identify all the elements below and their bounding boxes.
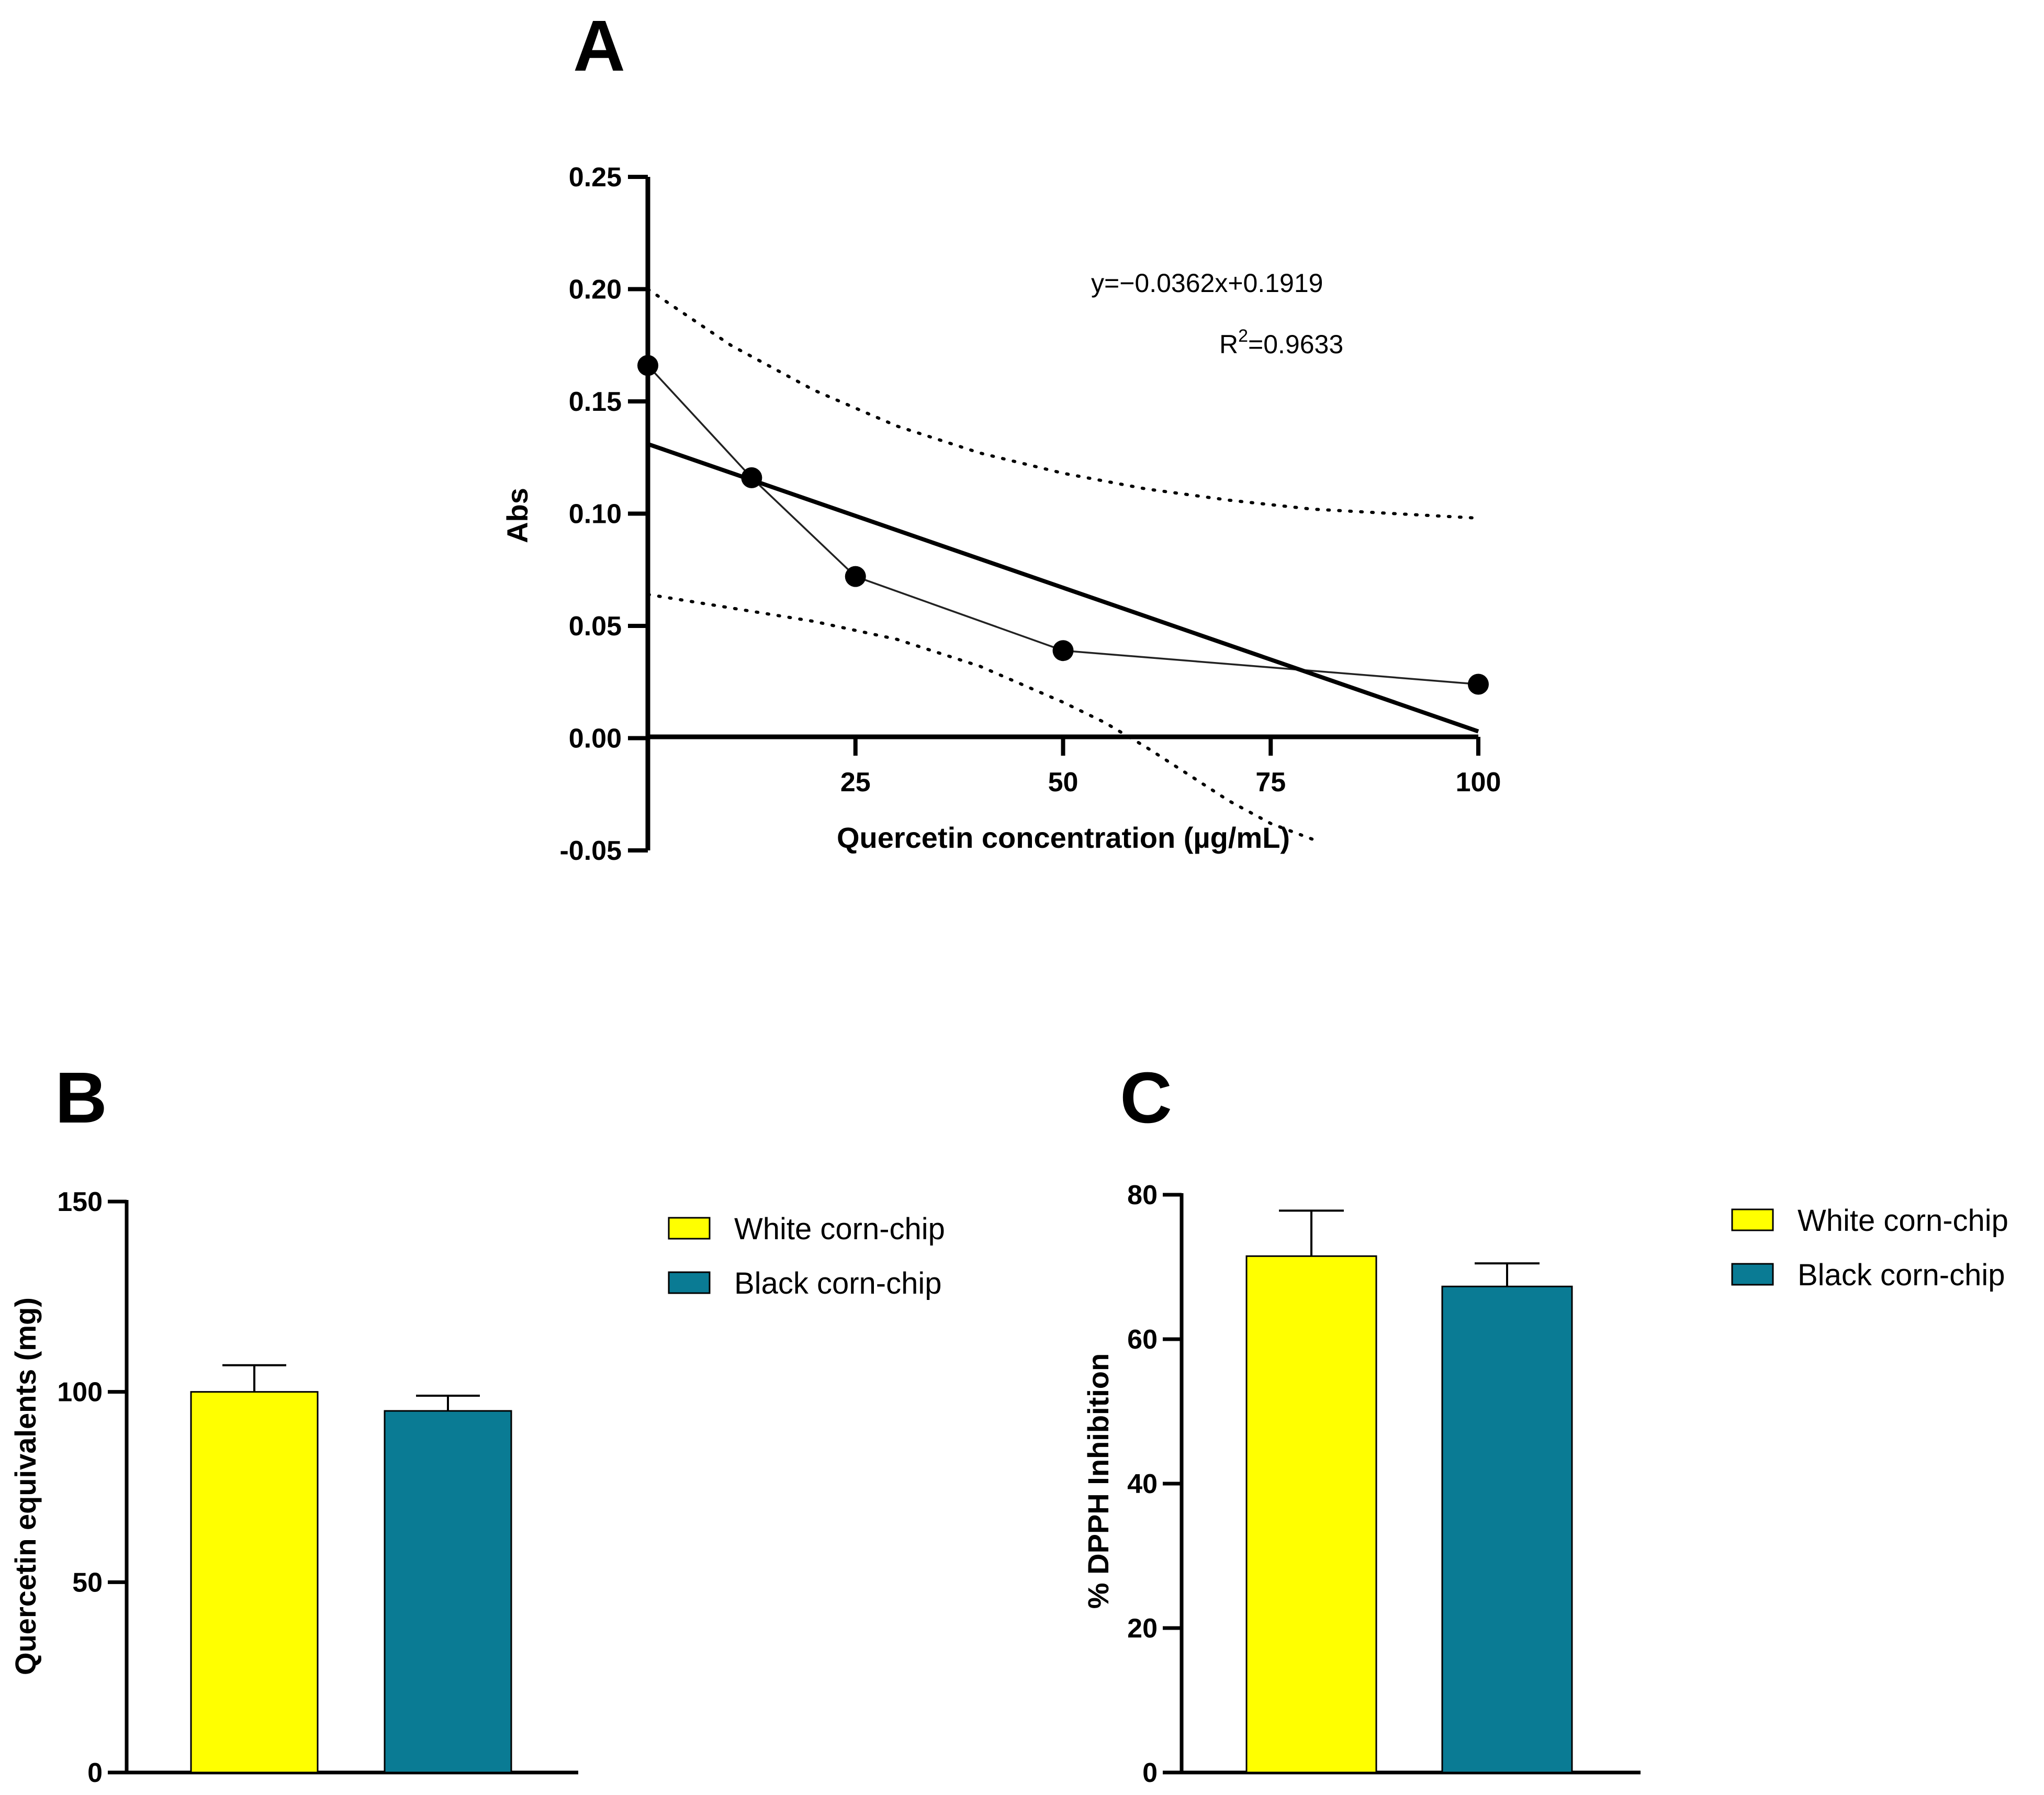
panel-a-x-tick-label: 100 [1456,767,1501,798]
panel-a-r-squared: R2=0.9633 [1219,326,1343,359]
panel-b-bar [190,1391,319,1774]
panel-c-legend-swatch [1731,1208,1774,1231]
panel-c: C 0 20 40 60 80 % DPPH Inhibition White corn… [1082,1058,2008,1788]
panel-a-data-point [1052,640,1074,661]
panel-a: A 0.25 0.20 0.15 0.10 0.05 0.00 -0.05 25 50 75 10… [501,6,1501,866]
panel-b-y-ticks: 0 50 100 150 [57,1187,127,1788]
panel-a-data-point [637,355,658,376]
panel-a-y-tick-label: 0.20 [569,275,622,305]
panel-a-x-tick-label: 25 [840,767,871,798]
panel-a-letter: A [573,6,625,86]
panel-a-data-point [845,566,866,587]
panel-c-legend-label: White corn-chip [1798,1204,2008,1238]
panel-a-data-point [1468,674,1489,695]
panel-c-y-axis-label: % DPPH Inhibition [1082,1353,1115,1609]
panel-c-y-tick-label: 0 [1142,1758,1158,1788]
panel-a-y-ticks: 0.25 0.20 0.15 0.10 0.05 0.00 -0.05 [559,162,648,866]
panel-a-y-tick-label: 0.00 [569,724,622,754]
panel-b-y-tick-label: 100 [57,1377,103,1408]
panel-b-legend-label: White corn-chip [734,1212,945,1246]
panel-a-x-ticks: 25 50 75 100 [840,737,1501,798]
panel-b-bars [190,1364,512,1774]
panel-b-bar [384,1410,512,1774]
panel-a-y-tick-label: -0.05 [559,836,622,866]
panel-c-y-tick-label: 60 [1127,1325,1158,1355]
panel-a-r-value: =0.9633 [1248,330,1343,359]
panel-a-x-tick-label: 50 [1048,767,1079,798]
panel-c-bar [1441,1285,1573,1774]
panel-a-y-axis-label: Abs [501,488,534,543]
panel-b-y-tick-label: 50 [72,1567,103,1598]
panel-a-r-label: R [1219,330,1238,359]
panel-b-legend-label: Black corn-chip [734,1266,941,1300]
panel-c-legend-label: Black corn-chip [1798,1258,2005,1292]
panel-a-y-tick-label: 0.25 [569,162,622,193]
panel-b: B 0 50 100 150 Quercetin equivalents (mg) W… [9,1058,945,1788]
panel-a-r-superscript: 2 [1238,326,1248,346]
panel-c-bars [1245,1209,1573,1774]
panel-c-bar [1245,1255,1377,1774]
panel-c-y-tick-label: 80 [1127,1180,1158,1210]
panel-b-y-tick-label: 150 [57,1187,103,1217]
panel-c-y-tick-label: 20 [1127,1613,1158,1644]
panel-b-legend-swatch [668,1271,711,1294]
panel-a-x-axis-label: Quercetin concentration (µg/mL) [837,821,1290,854]
panel-a-equation: y=−0.0362x+0.1919 [1091,268,1323,298]
panel-b-y-tick-label: 0 [87,1758,103,1788]
panel-c-letter: C [1120,1058,1172,1138]
panel-a-data-line [647,365,1479,686]
panel-a-y-tick-label: 0.05 [569,611,622,642]
panel-b-legend-swatch [668,1217,711,1240]
panel-a-confidence-band [646,287,1480,520]
panel-c-y-ticks: 0 20 40 60 80 [1127,1180,1182,1788]
panel-c-legend: White corn-chip Black corn-chip [1731,1204,2008,1292]
panel-a-y-tick-label: 0.10 [569,499,622,530]
panel-b-y-axis-label: Quercetin equivalents (mg) [9,1297,42,1675]
panel-b-letter: B [55,1058,107,1138]
panel-a-series [637,287,1489,841]
panel-a-fit-line [647,442,1479,734]
panel-c-legend-swatch [1731,1263,1774,1286]
panel-a-y-tick-label: 0.15 [569,387,622,417]
panel-a-x-tick-label: 75 [1255,767,1286,798]
panel-b-legend: White corn-chip Black corn-chip [668,1212,945,1300]
panel-c-y-tick-label: 40 [1127,1469,1158,1499]
panel-a-confidence-band [646,592,1314,841]
